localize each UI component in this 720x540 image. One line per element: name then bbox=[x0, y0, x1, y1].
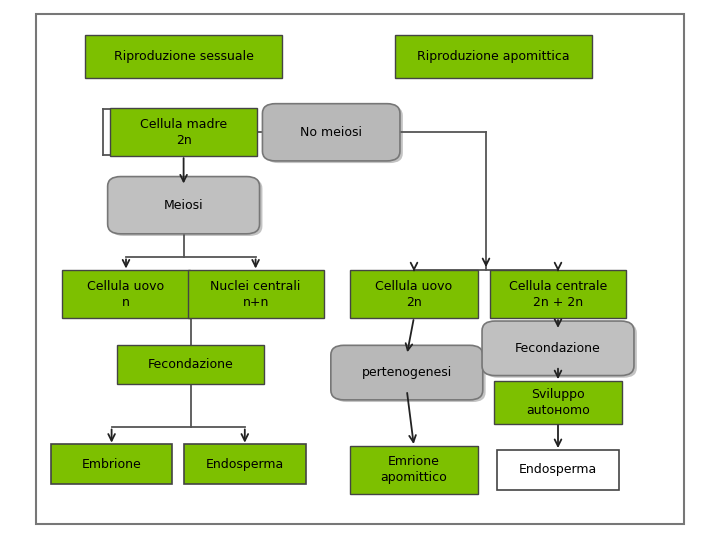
Text: Endosperma: Endosperma bbox=[206, 458, 284, 471]
FancyBboxPatch shape bbox=[262, 104, 400, 161]
FancyBboxPatch shape bbox=[110, 108, 257, 157]
Text: No meiosi: No meiosi bbox=[300, 126, 362, 139]
Text: Embrione: Embrione bbox=[82, 458, 141, 471]
FancyBboxPatch shape bbox=[333, 348, 485, 402]
Text: Riproduzione sessuale: Riproduzione sessuale bbox=[114, 50, 253, 63]
Text: Cellula uovo
2n: Cellula uovo 2n bbox=[375, 280, 453, 309]
FancyBboxPatch shape bbox=[349, 270, 478, 318]
Text: Meiosi: Meiosi bbox=[163, 199, 204, 212]
FancyBboxPatch shape bbox=[117, 345, 264, 384]
Text: Cellula madre
2n: Cellula madre 2n bbox=[140, 118, 228, 147]
FancyBboxPatch shape bbox=[85, 36, 282, 78]
FancyBboxPatch shape bbox=[349, 446, 478, 494]
Text: Cellula centrale
2n + 2n: Cellula centrale 2n + 2n bbox=[509, 280, 607, 309]
FancyBboxPatch shape bbox=[187, 270, 324, 318]
Text: Fecondazione: Fecondazione bbox=[148, 358, 234, 371]
FancyBboxPatch shape bbox=[61, 270, 190, 318]
FancyBboxPatch shape bbox=[265, 106, 403, 163]
Text: Cellula uovo
n: Cellula uovo n bbox=[87, 280, 165, 309]
FancyBboxPatch shape bbox=[485, 323, 636, 378]
FancyBboxPatch shape bbox=[330, 346, 482, 400]
FancyBboxPatch shape bbox=[490, 270, 626, 318]
Text: Endosperma: Endosperma bbox=[519, 463, 597, 476]
Text: Emrione
apomittico: Emrione apomittico bbox=[381, 455, 447, 484]
Text: Nuclei centrali
n+n: Nuclei centrali n+n bbox=[210, 280, 301, 309]
FancyBboxPatch shape bbox=[50, 444, 173, 484]
FancyBboxPatch shape bbox=[395, 36, 592, 78]
FancyBboxPatch shape bbox=[36, 14, 684, 524]
FancyBboxPatch shape bbox=[498, 450, 619, 490]
FancyBboxPatch shape bbox=[494, 381, 623, 423]
Text: Sviluppo
autонomo: Sviluppo autонomo bbox=[526, 388, 590, 417]
FancyBboxPatch shape bbox=[482, 321, 634, 376]
Text: Fecondazione: Fecondazione bbox=[515, 342, 601, 355]
Text: Riproduzione apomittica: Riproduzione apomittica bbox=[417, 50, 570, 63]
Text: pertenogenesi: pertenogenesi bbox=[361, 366, 452, 379]
FancyBboxPatch shape bbox=[108, 177, 260, 234]
FancyBboxPatch shape bbox=[184, 444, 305, 484]
FancyBboxPatch shape bbox=[111, 179, 263, 236]
